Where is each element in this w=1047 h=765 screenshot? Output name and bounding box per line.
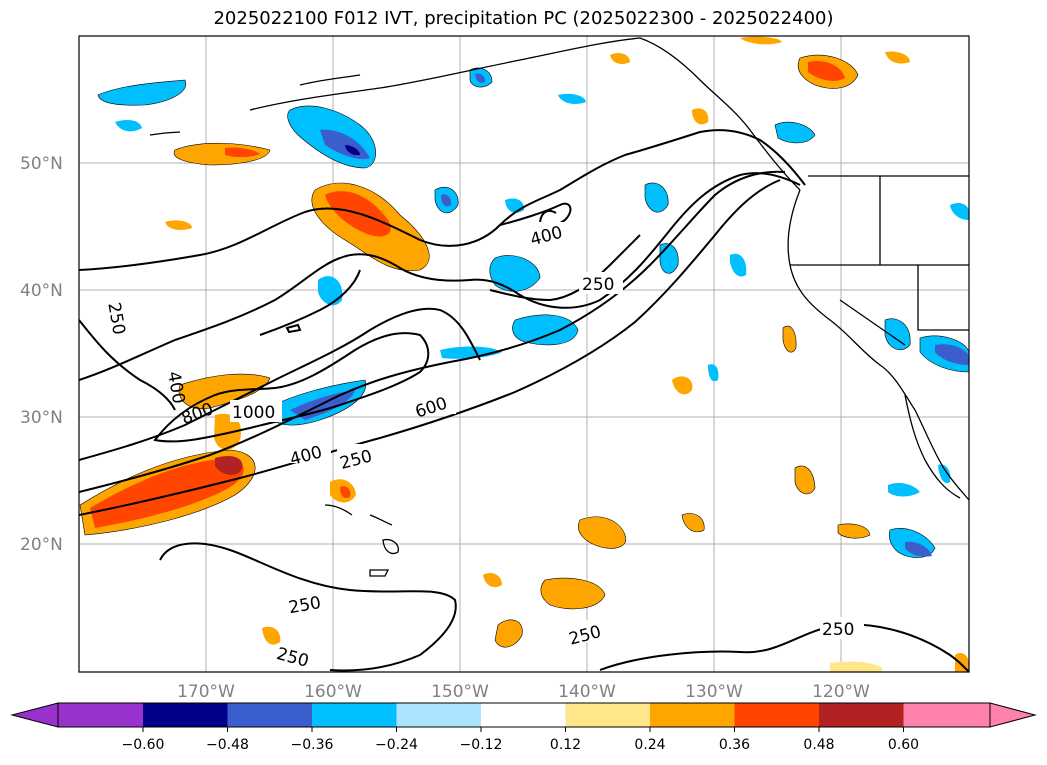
contour-label: 250 bbox=[822, 620, 854, 640]
contour-label-bg bbox=[566, 620, 610, 642]
colorbar-bin bbox=[565, 703, 650, 727]
colorbar-bin bbox=[58, 703, 143, 727]
colorbar-tick-label: −0.12 bbox=[460, 737, 503, 753]
longitude-labels: 170°W 160°W 150°W 140°W 130°W 120°W bbox=[177, 682, 870, 702]
colorbar-extend-left bbox=[10, 702, 59, 728]
lat-label: 50°N bbox=[20, 154, 63, 174]
lon-label: 120°W bbox=[812, 682, 870, 702]
colorbar-tick-label: 0.60 bbox=[888, 737, 919, 753]
latitude-labels: 50°N 40°N 30°N 20°N bbox=[20, 154, 63, 555]
colorbar-tick-label: −0.24 bbox=[375, 737, 418, 753]
lat-label: 30°N bbox=[20, 408, 63, 428]
precip-positive-fills bbox=[79, 36, 969, 672]
colorbar: −0.60 −0.48 −0.36 −0.24 −0.12 0.12 0.24 0.36 0.4… bbox=[10, 702, 1037, 753]
contour-label-bg bbox=[287, 441, 331, 463]
colorbar-bin bbox=[903, 703, 990, 727]
lon-label: 130°W bbox=[685, 682, 743, 702]
colorbar-bin bbox=[227, 703, 312, 727]
contour-label: 250 bbox=[582, 275, 614, 295]
colorbar-tick-label: −0.48 bbox=[206, 737, 249, 753]
colorbar-extend-right bbox=[989, 702, 1037, 728]
contour-label-bg bbox=[526, 222, 570, 244]
colorbar-bin bbox=[650, 703, 735, 727]
contour-label-bg bbox=[412, 392, 456, 414]
contour-label: 1000 bbox=[232, 403, 275, 423]
precip-negative-fills bbox=[97, 67, 969, 558]
colorbar-bin bbox=[396, 703, 481, 727]
contour-label-bg bbox=[337, 444, 381, 466]
lat-label: 40°N bbox=[20, 281, 63, 301]
colorbar-bin bbox=[143, 703, 228, 727]
colorbar-bin bbox=[819, 703, 904, 727]
coastlines bbox=[149, 37, 969, 577]
colorbar-tick-label: 0.36 bbox=[719, 737, 750, 753]
lon-label: 150°W bbox=[431, 682, 489, 702]
map-title: 2025022100 F012 IVT, precipitation PC (2… bbox=[213, 8, 834, 29]
contour-label-bg bbox=[820, 617, 864, 639]
lat-label: 20°N bbox=[20, 535, 63, 555]
contour-label-bg bbox=[579, 272, 623, 294]
colorbar-tick-label: 0.12 bbox=[550, 737, 581, 753]
colorbar-bin bbox=[734, 703, 819, 727]
ivt-contours bbox=[79, 129, 969, 672]
lon-label: 170°W bbox=[177, 682, 235, 702]
lon-label: 140°W bbox=[558, 682, 616, 702]
colorbar-outline bbox=[57, 702, 991, 728]
lon-label: 160°W bbox=[304, 682, 362, 702]
colorbar-tick-label: −0.36 bbox=[291, 737, 334, 753]
contour-label-bg bbox=[230, 400, 282, 422]
map-area bbox=[79, 36, 969, 672]
colorbar-bin bbox=[312, 703, 397, 727]
colorbar-bin bbox=[481, 703, 566, 727]
contour-label-bg bbox=[285, 591, 329, 613]
contour-label-bg bbox=[275, 646, 319, 668]
colorbar-tick-label: 0.48 bbox=[803, 737, 834, 753]
map-frame bbox=[78, 35, 970, 673]
colorbar-tick-label: 0.24 bbox=[634, 737, 665, 753]
colorbar-tick-label: −0.60 bbox=[122, 737, 165, 753]
